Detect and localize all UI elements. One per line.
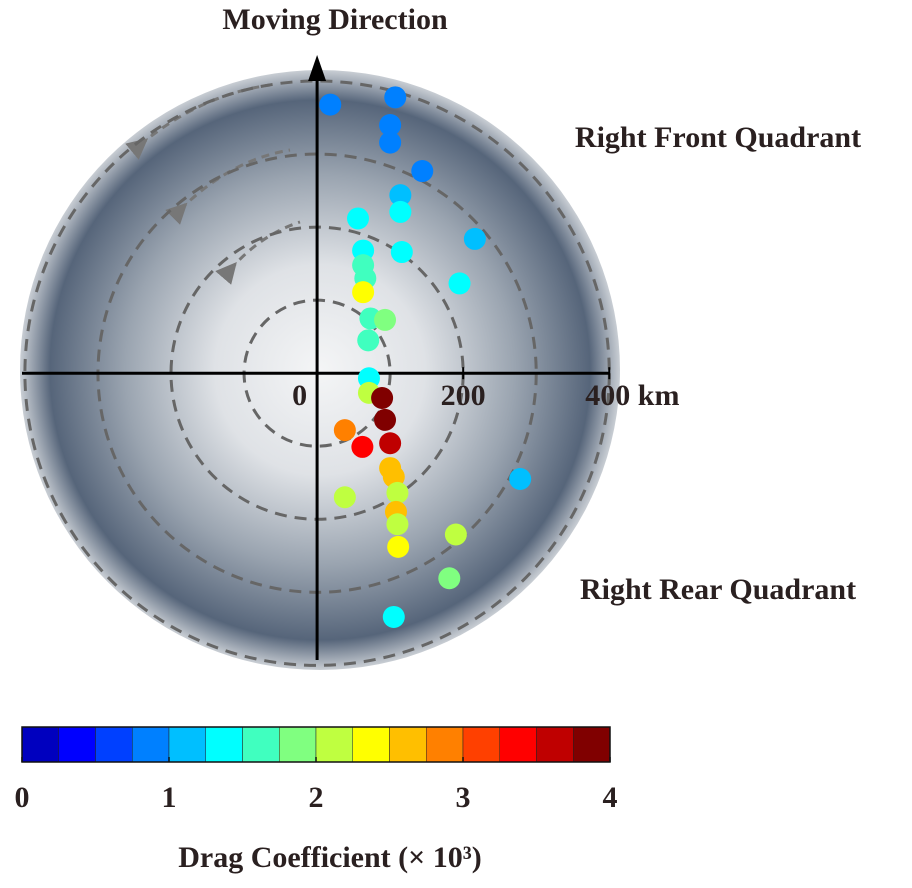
data-point <box>374 308 397 331</box>
colorbar-tick-label: 1 <box>162 781 177 814</box>
data-point <box>371 387 394 410</box>
data-point <box>386 513 409 536</box>
colorbar-cell <box>499 726 537 763</box>
data-point <box>379 131 402 154</box>
data-point <box>390 241 413 264</box>
data-point <box>357 329 380 352</box>
colorbar-tick-label: 2 <box>309 781 324 814</box>
colorbar-cell <box>426 726 464 763</box>
data-point <box>379 114 402 137</box>
colorbar-tick-label: 0 <box>15 781 30 814</box>
data-point <box>438 567 461 590</box>
data-point <box>333 486 356 509</box>
data-point <box>389 184 412 207</box>
data-point <box>379 432 402 455</box>
colorbar-cell <box>95 726 133 763</box>
data-point <box>374 408 397 431</box>
data-point <box>448 272 471 295</box>
rotation-arrow <box>165 148 291 225</box>
colorbar-cell <box>462 726 500 763</box>
data-point <box>389 200 412 223</box>
colorbar-label: Drag Coefficient (× 10³) <box>178 841 482 874</box>
rotation-arrow <box>125 83 271 160</box>
data-point <box>509 468 532 491</box>
colorbar-cell <box>536 726 574 763</box>
data-point <box>333 419 356 442</box>
data-point <box>319 93 342 116</box>
rotation-arrow <box>215 220 301 285</box>
annotation: Right Rear Quadrant <box>580 573 856 606</box>
data-point <box>384 86 407 109</box>
x-tick-label: 0 <box>292 379 307 412</box>
colorbar-cell <box>242 726 280 763</box>
chart-title: Moving Direction <box>222 3 448 36</box>
x-tick-label: 400 km <box>585 379 679 412</box>
data-point <box>351 435 374 458</box>
colorbar-cell <box>573 726 611 763</box>
colorbar-cell <box>205 726 243 763</box>
direction-arrowhead <box>308 55 327 81</box>
colorbar-tick-label: 4 <box>603 781 618 814</box>
data-point <box>382 605 405 628</box>
colorbar-cell <box>21 726 59 763</box>
data-point <box>444 523 467 546</box>
data-point <box>386 481 409 504</box>
x-tick-label: 200 <box>441 379 486 412</box>
annotation: Right Front Quadrant <box>575 121 861 154</box>
colorbar-cell <box>58 726 96 763</box>
colorbar-cell <box>389 726 427 763</box>
colorbar-tick-label: 3 <box>456 781 471 814</box>
colorbar-cell <box>279 726 317 763</box>
data-point <box>411 160 434 183</box>
data-point <box>352 281 375 304</box>
colorbar-cell <box>168 726 206 763</box>
colorbar-cell <box>132 726 170 763</box>
colorbar-cell <box>315 726 353 763</box>
colorbar-cell <box>352 726 390 763</box>
data-point <box>463 227 486 250</box>
data-point <box>347 207 369 230</box>
data-point <box>387 535 410 558</box>
